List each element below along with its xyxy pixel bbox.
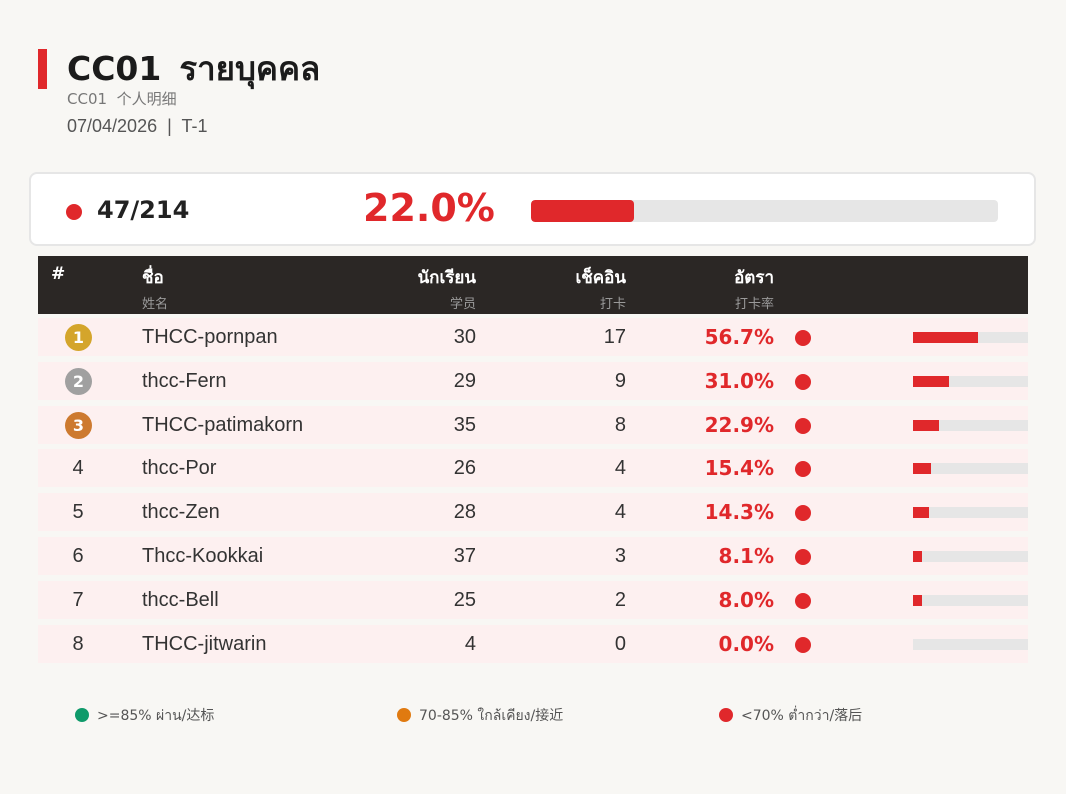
rate-bar-fill — [913, 507, 930, 519]
students-count: 30 — [453, 326, 476, 348]
status-dot-icon — [795, 549, 811, 565]
students-count: 37 — [453, 545, 476, 567]
legend-item: >=85% ผ่าน/达标 — [75, 705, 214, 727]
summary-progress-track — [531, 200, 998, 222]
checkins-count: 3 — [614, 545, 626, 567]
summary-status-dot — [66, 204, 82, 220]
date-line: 07/04/2026 | T-1 — [67, 116, 208, 136]
title-text: รายบุคคล — [179, 49, 321, 88]
rate-bar-fill — [913, 332, 979, 343]
rank-medal-icon: 2 — [65, 367, 92, 395]
table-row: 2 thcc-Fern 29 9 31.0% — [38, 361, 1028, 400]
summary-progress-fill — [531, 200, 634, 222]
user-name: thcc-Bell — [142, 588, 219, 611]
students-count: 28 — [453, 501, 476, 524]
rate-bar-track — [913, 594, 1028, 606]
rate-value: 8.0% — [718, 587, 774, 612]
table-row: 3 THCC-patimakorn 35 8 22.9% — [38, 405, 1028, 444]
checkins-count: 8 — [614, 413, 626, 436]
page-subtitle: CC01 个人明细 — [67, 90, 177, 108]
rank-medal-icon: 3 — [65, 411, 92, 439]
rate-bar-track — [913, 507, 1028, 519]
legend-dot-icon — [397, 708, 411, 722]
table-row: 4 thcc-Por 26 4 15.4% — [38, 449, 1028, 488]
rate-bar-track — [913, 638, 1028, 650]
user-name: thcc-Por — [142, 457, 217, 480]
table-row: 6 Thcc-Kookkai 37 3 8.1% — [38, 537, 1028, 575]
rate-bar-fill — [913, 375, 949, 387]
rate-value: 56.7% — [704, 325, 774, 349]
user-name: THCC-jitwarin — [142, 632, 267, 655]
title-accent-bar — [38, 49, 47, 89]
rate-bar-fill — [913, 551, 923, 562]
legend-label: >=85% ผ่าน/达标 — [97, 708, 215, 724]
students-count: 29 — [453, 369, 476, 392]
rate-bar-fill — [913, 594, 923, 606]
checkins-count: 17 — [603, 326, 626, 348]
header-rate: อัตรา 打卡率 — [734, 268, 774, 312]
legend-item: <70% ต่ำกว่า/落后 — [719, 705, 862, 727]
status-dot-icon — [795, 417, 811, 434]
status-dot-icon — [795, 592, 811, 609]
header-checkins: เช็คอิน 打卡 — [575, 268, 626, 312]
students-count: 35 — [453, 413, 476, 436]
status-dot-icon — [795, 461, 811, 478]
students-count: 26 — [453, 457, 476, 480]
rate-bar-track — [913, 332, 1028, 343]
legend-label: 70-85% ใกล้เคียง/接近 — [419, 708, 564, 724]
rank-number: 8 — [72, 632, 84, 655]
user-name: thcc-Zen — [142, 501, 220, 524]
user-name: THCC-pornpan — [142, 326, 278, 348]
table-header: # ชื่อ 姓名 นักเรียน 学员 เช็คอิน 打卡 อัตรา 打… — [38, 256, 1028, 314]
rate-bar-fill — [913, 463, 931, 475]
summary-card: 47/214 22.0% — [29, 172, 1036, 246]
status-dot-icon — [795, 373, 811, 390]
rate-value: 14.3% — [704, 500, 774, 525]
user-name: THCC-patimakorn — [142, 413, 304, 436]
header-name: ชื่อ 姓名 — [142, 268, 169, 312]
status-dot-icon — [795, 505, 811, 522]
header-rank: # — [51, 264, 66, 284]
user-name: thcc-Fern — [142, 369, 227, 392]
title-code: CC01 — [67, 49, 162, 88]
rate-bar-fill — [913, 419, 940, 431]
status-dot-icon — [795, 636, 811, 653]
checkins-count: 4 — [614, 457, 626, 480]
rank-number: 5 — [72, 501, 84, 524]
legend-dot-icon — [75, 708, 89, 722]
header-students: นักเรียน 学员 — [417, 268, 476, 312]
rate-value: 31.0% — [704, 368, 774, 393]
rate-value: 22.9% — [704, 412, 774, 437]
status-dot-icon — [795, 330, 811, 346]
rate-bar-track — [913, 463, 1028, 475]
summary-count: 47/214 — [97, 196, 190, 224]
rate-value: 15.4% — [704, 456, 774, 481]
rate-bar-track — [913, 419, 1028, 431]
rate-bar-track — [913, 375, 1028, 387]
rank-number: 7 — [72, 588, 84, 611]
table-row: 7 thcc-Bell 25 2 8.0% — [38, 580, 1028, 619]
rate-bar-track — [913, 551, 1028, 562]
legend-item: 70-85% ใกล้เคียง/接近 — [397, 705, 563, 727]
checkins-count: 0 — [614, 632, 626, 655]
rank-number: 6 — [72, 545, 84, 567]
user-name: Thcc-Kookkai — [142, 545, 264, 567]
rate-value: 0.0% — [718, 631, 774, 656]
checkins-count: 2 — [614, 588, 626, 611]
legend-label: <70% ต่ำกว่า/落后 — [741, 708, 863, 724]
rank-medal-icon: 1 — [65, 324, 92, 351]
table-row: 8 THCC-jitwarin 4 0 0.0% — [38, 624, 1028, 663]
page-title: CC01 รายบุคคล — [67, 42, 338, 95]
rate-value: 8.1% — [718, 544, 774, 568]
students-count: 25 — [453, 588, 476, 611]
checkins-count: 4 — [614, 501, 626, 524]
legend-dot-icon — [719, 708, 733, 722]
checkins-count: 9 — [614, 369, 626, 392]
table-row: 5 thcc-Zen 28 4 14.3% — [38, 493, 1028, 532]
summary-percent: 22.0% — [363, 186, 495, 230]
table-row: 1 THCC-pornpan 30 17 56.7% — [38, 318, 1028, 356]
students-count: 4 — [464, 632, 476, 655]
rank-number: 4 — [72, 457, 84, 480]
